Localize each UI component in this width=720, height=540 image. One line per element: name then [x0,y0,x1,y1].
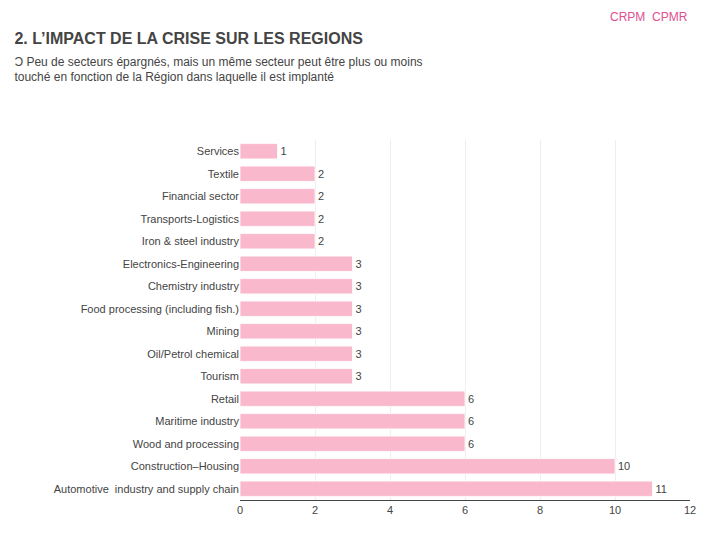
svg-text:10: 10 [618,460,630,472]
svg-text:3: 3 [356,303,362,315]
svg-text:2: 2 [318,168,324,180]
svg-text:6: 6 [468,393,474,405]
svg-text:4: 4 [387,504,393,516]
svg-text:Ɔ Peu de secteurs épargnés, ma: Ɔ Peu de secteurs épargnés, mais un même… [14,55,422,85]
svg-text:Financial sector: Financial sector [162,190,239,202]
svg-text:Retail: Retail [211,393,239,405]
svg-text:Wood and processing: Wood and processing [133,438,239,450]
svg-text:11: 11 [656,483,667,495]
svg-text:6: 6 [468,438,474,450]
svg-text:Iron & steel industry: Iron & steel industry [142,235,240,247]
svg-text:CRPM CPMR: CRPM CPMR [610,10,688,24]
svg-text:Food processing (including fis: Food processing (including fish.) [81,303,239,315]
svg-text:12: 12 [684,504,696,516]
svg-text:0: 0 [237,504,243,516]
svg-text:6: 6 [468,415,474,427]
svg-text:Services: Services [197,145,240,157]
svg-text:Construction–Housing: Construction–Housing [131,460,239,472]
svg-text:6: 6 [462,504,468,516]
svg-text:10: 10 [609,504,621,516]
svg-text:2: 2 [318,213,324,225]
svg-text:2. L’IMPACT DE LA CRISE SUR LE: 2. L’IMPACT DE LA CRISE SUR LES REGIONS [14,30,363,47]
svg-text:Maritime industry: Maritime industry [155,415,239,427]
svg-text:Transports-Logistics: Transports-Logistics [140,213,239,225]
svg-text:3: 3 [356,258,362,270]
svg-text:8: 8 [537,504,543,516]
svg-text:Mining: Mining [207,325,239,337]
svg-text:2: 2 [318,235,324,247]
svg-text:3: 3 [356,325,362,337]
svg-text:Electronics-Engineering: Electronics-Engineering [123,258,239,270]
svg-text:Textile: Textile [208,168,239,180]
svg-text:3: 3 [356,370,362,382]
svg-text:3: 3 [356,280,362,292]
svg-text:2: 2 [318,190,324,202]
svg-text:Automotive industry and suppl: Automotive industry and supply chain [54,483,239,495]
svg-text:Tourism: Tourism [200,370,239,382]
svg-text:Chemistry industry: Chemistry industry [148,280,240,292]
svg-text:Oil/Petrol chemical: Oil/Petrol chemical [147,348,239,360]
svg-text:2: 2 [312,504,318,516]
svg-text:3: 3 [356,348,362,360]
svg-text:1: 1 [281,145,287,157]
